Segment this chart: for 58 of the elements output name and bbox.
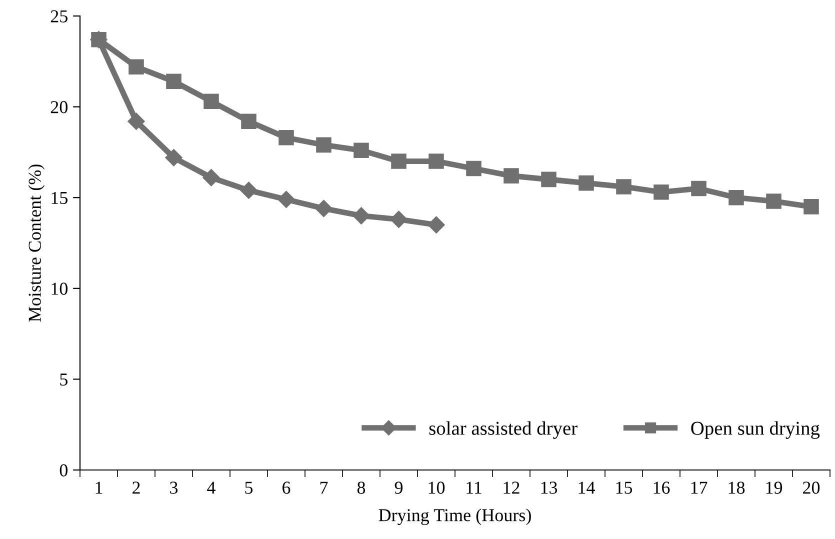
x-tick-label: 16 (654, 482, 670, 494)
x-tick-label: 12 (504, 482, 520, 494)
x-tick-label: 6 (282, 482, 290, 494)
point (202, 169, 220, 186)
point (204, 94, 219, 109)
x-tick-label: 18 (728, 482, 745, 494)
point (352, 207, 370, 224)
point (278, 190, 295, 208)
x-tick-label: 4 (207, 482, 216, 494)
x-tick-label: 1 (96, 482, 102, 494)
point (466, 160, 482, 176)
point (654, 184, 669, 200)
x-tick-label: 8 (357, 482, 366, 494)
legend-label: Open sun drying (691, 421, 820, 439)
x-tick-label: 13 (541, 482, 558, 494)
point (428, 154, 444, 169)
point (578, 175, 594, 191)
point (616, 179, 632, 194)
legend-label: solar assisted dryer (429, 421, 578, 439)
point (316, 137, 332, 153)
point (766, 194, 782, 209)
y-axis-title: Moisture Content (%) (28, 164, 45, 322)
point (691, 180, 706, 196)
x-tick-label: 15 (616, 482, 632, 494)
point (804, 199, 819, 214)
x-tick-label: 19 (766, 482, 782, 494)
x-tick-label: 11 (466, 482, 482, 494)
point (428, 216, 445, 234)
x-tick-label: 3 (170, 482, 178, 494)
point (241, 114, 256, 129)
point (391, 154, 406, 169)
y-tick-label: 5 (60, 374, 68, 386)
x-tick-label: 2 (132, 482, 140, 494)
point (390, 210, 408, 228)
x-tick-label: 9 (394, 482, 403, 494)
point (354, 142, 369, 158)
y-tick-label: 20 (50, 101, 68, 114)
point (165, 149, 182, 166)
point (315, 200, 332, 218)
x-tick-label: 5 (245, 482, 253, 494)
x-tick-label: 10 (428, 482, 445, 494)
x-tick-label: 17 (691, 482, 708, 494)
point (728, 190, 744, 206)
y-tick-label: 25 (50, 10, 68, 22)
point (504, 168, 519, 184)
point (278, 130, 294, 146)
y-tick-label: 0 (60, 464, 68, 476)
point (128, 112, 145, 130)
x-tick-label: 14 (578, 482, 595, 494)
x-axis-title: Drying Time (Hours) (378, 508, 531, 526)
point (128, 59, 144, 74)
point (240, 182, 258, 199)
y-tick-label: 10 (52, 282, 68, 295)
x-tick-label: 7 (320, 482, 328, 494)
point (166, 74, 182, 90)
x-tick-label: 20 (803, 482, 820, 494)
point (541, 172, 556, 188)
y-tick-label: 15 (52, 192, 68, 204)
